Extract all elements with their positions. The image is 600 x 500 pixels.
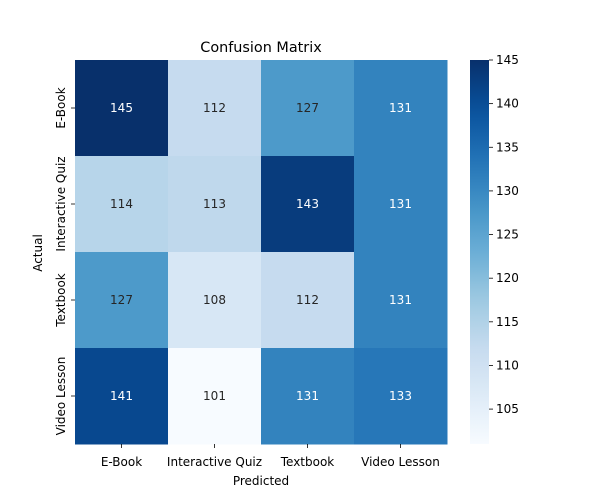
y-axis-label: Actual <box>31 234 45 272</box>
cell-labels: 145 112 127 131 114 113 143 131 127 108 112 131 141 1… <box>110 101 412 403</box>
chart-title: Confusion Matrix <box>200 40 322 56</box>
colorbar-tick-label: 130 <box>496 184 519 198</box>
x-axis-label: Predicted <box>233 474 289 488</box>
heatmap-cell <box>75 60 169 157</box>
y-tick-label: Video Lesson <box>54 357 68 436</box>
heatmap-cell <box>75 156 169 253</box>
cell-value-label: 112 <box>296 293 319 307</box>
heatmap-cell <box>261 348 355 445</box>
colorbar-tick-label: 115 <box>496 315 519 329</box>
cell-value-label: 114 <box>110 197 133 211</box>
heatmap-cell <box>261 156 355 253</box>
y-tick-label: E-Book <box>54 87 68 128</box>
heatmap-cell <box>75 252 169 349</box>
colorbar-tick-label: 125 <box>496 228 519 242</box>
heatmap-cell <box>354 252 448 349</box>
y-tick-label: Interactive Quiz <box>54 156 68 251</box>
cell-value-label: 131 <box>389 101 412 115</box>
colorbar-tick-label: 105 <box>496 402 519 416</box>
colorbar-tick-label: 110 <box>496 358 519 372</box>
cell-value-label: 131 <box>389 197 412 211</box>
y-axis-ticks: E-Book Interactive Quiz Textbook Video Less… <box>54 87 75 435</box>
heatmap-cell <box>168 156 262 253</box>
heatmap-cells <box>75 60 448 445</box>
heatmap-cell <box>354 348 448 445</box>
y-tick-label: Textbook <box>54 273 68 328</box>
cell-value-label: 101 <box>203 389 226 403</box>
cell-value-label: 141 <box>110 389 133 403</box>
cell-value-label: 131 <box>389 293 412 307</box>
cell-value-label: 127 <box>110 293 133 307</box>
cell-value-label: 143 <box>296 197 319 211</box>
x-axis-ticks: E-Book Interactive Quiz Textbook Video Less… <box>101 444 440 469</box>
x-tick-label: Video Lesson <box>361 455 440 469</box>
heatmap-cell <box>168 60 262 157</box>
cell-value-label: 145 <box>110 101 133 115</box>
heatmap-cell <box>354 60 448 157</box>
cell-value-label: 127 <box>296 101 319 115</box>
heatmap-cell <box>261 252 355 349</box>
colorbar-tick-label: 135 <box>496 140 519 154</box>
cell-value-label: 108 <box>203 293 226 307</box>
cell-value-label: 113 <box>203 197 226 211</box>
heatmap-cell <box>75 348 169 445</box>
cell-value-label: 133 <box>389 389 412 403</box>
x-tick-label: Interactive Quiz <box>167 455 262 469</box>
x-tick-label: E-Book <box>101 455 142 469</box>
colorbar-ticks: 105 110 115 120 125 130 135 140 145 <box>489 53 519 416</box>
x-tick-label: Textbook <box>280 455 335 469</box>
colorbar <box>470 60 489 444</box>
colorbar-tick-label: 140 <box>496 97 519 111</box>
colorbar-tick-label: 145 <box>496 53 519 67</box>
heatmap-cell <box>261 60 355 157</box>
heatmap-cell <box>168 348 262 445</box>
cell-value-label: 131 <box>296 389 319 403</box>
colorbar-tick-label: 120 <box>496 271 519 285</box>
heatmap-cell <box>354 156 448 253</box>
cell-value-label: 112 <box>203 101 226 115</box>
heatmap-cell <box>168 252 262 349</box>
